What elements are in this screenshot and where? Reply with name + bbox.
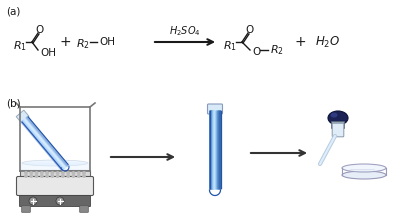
Text: O: O (36, 25, 44, 35)
FancyBboxPatch shape (332, 121, 344, 129)
Circle shape (62, 175, 64, 177)
Circle shape (41, 172, 43, 174)
Circle shape (78, 175, 80, 177)
Circle shape (35, 175, 38, 177)
Circle shape (72, 172, 75, 174)
Polygon shape (16, 110, 29, 123)
Circle shape (67, 172, 69, 174)
Circle shape (25, 175, 27, 177)
Text: +: + (294, 35, 306, 49)
Circle shape (30, 172, 32, 174)
Text: $\mathit{R}_1$: $\mathit{R}_1$ (223, 39, 237, 53)
Circle shape (41, 175, 43, 177)
Circle shape (29, 197, 37, 205)
Text: O: O (252, 47, 260, 57)
Circle shape (62, 172, 64, 174)
Ellipse shape (342, 171, 386, 179)
Circle shape (67, 175, 69, 177)
Circle shape (46, 175, 48, 177)
Circle shape (83, 172, 85, 174)
Text: $\mathit{H_2O}$: $\mathit{H_2O}$ (315, 34, 340, 49)
Text: (b): (b) (6, 98, 21, 108)
Ellipse shape (22, 160, 88, 166)
Circle shape (83, 175, 85, 177)
Circle shape (56, 197, 64, 205)
Ellipse shape (342, 164, 386, 172)
Circle shape (56, 175, 59, 177)
Circle shape (51, 175, 54, 177)
FancyBboxPatch shape (20, 195, 90, 206)
FancyBboxPatch shape (80, 206, 88, 212)
Circle shape (72, 175, 75, 177)
FancyBboxPatch shape (22, 206, 30, 212)
Ellipse shape (328, 111, 348, 125)
Circle shape (30, 175, 32, 177)
Circle shape (78, 172, 80, 174)
Circle shape (25, 172, 27, 174)
Circle shape (46, 172, 48, 174)
Circle shape (35, 172, 38, 174)
FancyBboxPatch shape (16, 176, 94, 195)
Text: $\mathit{R}_1$: $\mathit{R}_1$ (13, 39, 27, 53)
FancyBboxPatch shape (332, 123, 344, 137)
Ellipse shape (330, 113, 338, 118)
Text: $\mathit{R}_2$: $\mathit{R}_2$ (270, 43, 284, 57)
Text: (a): (a) (6, 6, 20, 16)
Text: $\mathit{R}_2$: $\mathit{R}_2$ (76, 37, 90, 51)
Text: OH: OH (40, 48, 56, 58)
Text: O: O (246, 25, 254, 35)
FancyBboxPatch shape (208, 104, 222, 114)
Polygon shape (20, 170, 90, 178)
Circle shape (51, 172, 54, 174)
Text: OH: OH (99, 37, 115, 47)
Circle shape (56, 172, 59, 174)
Text: +: + (59, 35, 71, 49)
Text: $\mathit{H_2SO_4}$: $\mathit{H_2SO_4}$ (169, 24, 201, 38)
